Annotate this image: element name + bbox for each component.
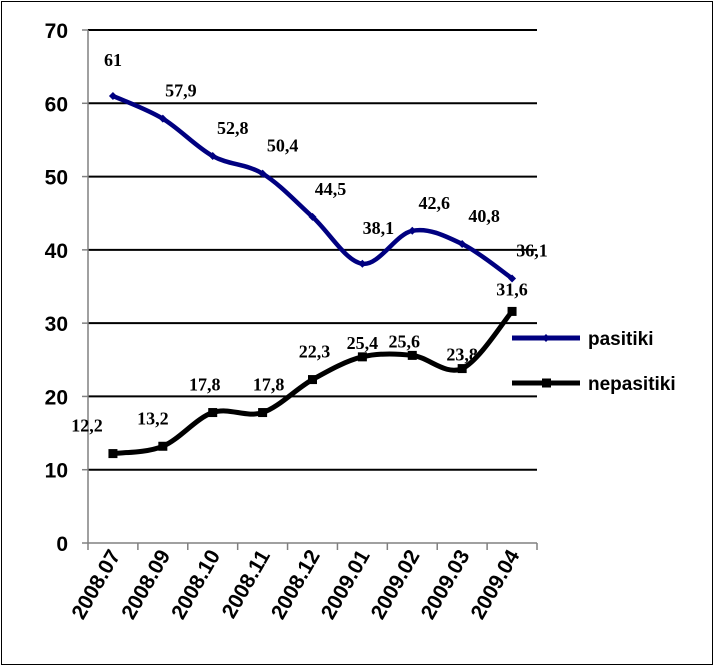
data-point: [108, 91, 117, 100]
data-point: [258, 169, 267, 178]
data-point: [258, 408, 268, 418]
data-label: 31,6: [496, 279, 528, 299]
data-label: 36,1: [516, 240, 548, 260]
data-label: 57,9: [165, 81, 197, 101]
data-point: [158, 441, 168, 451]
data-label: 38,1: [363, 218, 395, 238]
data-point: [208, 152, 217, 161]
legend-label-nepasitiki: nepasitiki: [588, 374, 676, 395]
y-tick-labels: 0 10 20 30 40 50 60 70: [45, 20, 68, 556]
data-point: [508, 274, 517, 283]
data-label: 42,6: [419, 193, 451, 213]
data-label: 25,4: [347, 333, 379, 353]
data-point: [108, 449, 118, 459]
data-label: 12,2: [71, 416, 103, 436]
gridlines: [88, 29, 537, 471]
legend-label-pasitiki: pasitiki: [588, 329, 653, 350]
y-tick-label: 60: [45, 93, 68, 116]
axes: [82, 29, 538, 550]
x-tick-labels: 2008.072008.092008.102008.112008.122009.…: [67, 546, 524, 624]
data-point: [408, 226, 417, 235]
data-label: 44,5: [315, 179, 347, 199]
legend: pasitiki nepasitiki: [512, 329, 676, 395]
y-tick-label: 40: [45, 240, 68, 263]
y-tick-label: 50: [45, 167, 68, 190]
data-point: [407, 350, 417, 360]
data-label: 17,8: [253, 375, 285, 395]
data-point: [458, 239, 467, 248]
y-tick-label: 20: [45, 386, 68, 409]
data-point: [358, 259, 367, 268]
x-tick-label: 2009.04: [467, 546, 525, 624]
data-label: 22,3: [299, 342, 331, 362]
data-point: [208, 408, 218, 418]
series-group: [108, 91, 517, 459]
y-tick-label: 70: [45, 20, 68, 43]
data-label: 40,8: [468, 206, 500, 226]
data-label: 61: [104, 50, 122, 70]
legend-marker: [542, 334, 550, 342]
data-label: 13,2: [137, 408, 169, 428]
x-tick-label: 2008.10: [167, 546, 225, 623]
data-labels: 61 57,9 52,8 50,4 44,5 38,1 42,6 40,8 36,1 12,2 13…: [71, 50, 548, 436]
data-label: 23,8: [446, 345, 478, 365]
y-tick-label: 30: [45, 313, 68, 336]
data-label: 50,4: [267, 136, 299, 156]
legend-marker: [542, 378, 551, 388]
data-point: [308, 375, 317, 385]
data-point: [507, 306, 517, 316]
series-line-pasitiki: [112, 93, 514, 281]
data-label: 52,8: [217, 118, 249, 138]
data-point: [457, 364, 467, 374]
data-label: 17,8: [189, 375, 221, 395]
data-label: 25,6: [389, 331, 421, 351]
y-tick-label: 10: [45, 460, 68, 483]
data-point: [357, 352, 367, 362]
data-point: [308, 212, 317, 221]
data-point: [158, 114, 167, 123]
y-tick-label: 0: [56, 533, 68, 556]
